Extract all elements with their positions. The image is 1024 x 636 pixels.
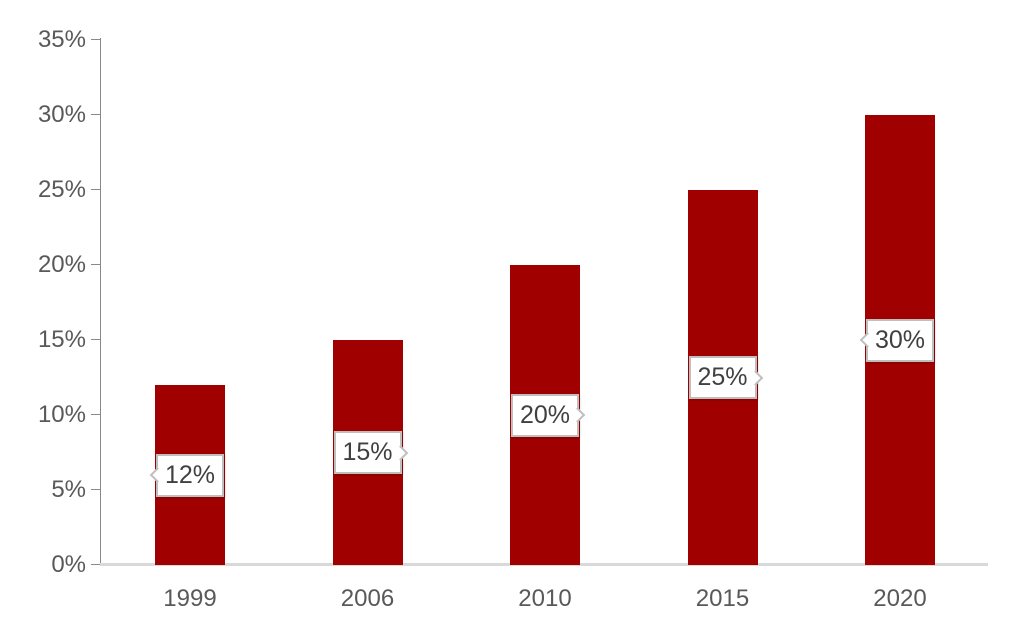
x-axis-category-label: 2010: [518, 585, 572, 612]
y-axis-tick: [91, 264, 100, 265]
y-axis-tick-label: 30%: [37, 101, 86, 128]
y-axis-tick: [91, 564, 100, 565]
bar-data-label: 20%: [511, 393, 586, 437]
y-axis-tick-label: 15%: [37, 326, 86, 353]
y-axis-line: [100, 38, 101, 565]
y-axis-tick: [91, 339, 100, 340]
x-axis-category-label: 2015: [695, 585, 750, 612]
y-axis-tick: [91, 489, 100, 490]
bar-data-label-text: 30%: [870, 325, 930, 355]
bar-data-label: 15%: [333, 431, 408, 474]
x-axis-category-label: 2006: [340, 585, 395, 612]
y-axis-tick: [91, 39, 100, 40]
x-axis-category-label: 1999: [163, 585, 217, 612]
y-axis-tick: [91, 414, 100, 415]
y-axis-tick-label: 35%: [37, 26, 86, 53]
bar-data-label-text: 25%: [693, 363, 752, 392]
bar-data-label: 25%: [688, 356, 763, 399]
bar-data-label: 30%: [859, 318, 934, 362]
y-axis-tick-label: 25%: [37, 176, 86, 203]
bar-data-label-text: 15%: [338, 438, 397, 467]
y-axis-tick-label: 10%: [37, 401, 86, 428]
y-axis-tick-label: 5%: [51, 476, 86, 503]
y-axis-tick: [91, 189, 100, 190]
bar-data-label-text: 20%: [515, 400, 575, 430]
y-axis-tick-label: 0%: [51, 551, 86, 578]
bar-data-label-text: 12%: [160, 460, 220, 490]
bar-data-label: 12%: [149, 453, 224, 497]
y-axis-tick: [91, 114, 100, 115]
x-axis-category-label: 2020: [873, 585, 927, 612]
y-axis-tick-label: 20%: [37, 251, 86, 278]
